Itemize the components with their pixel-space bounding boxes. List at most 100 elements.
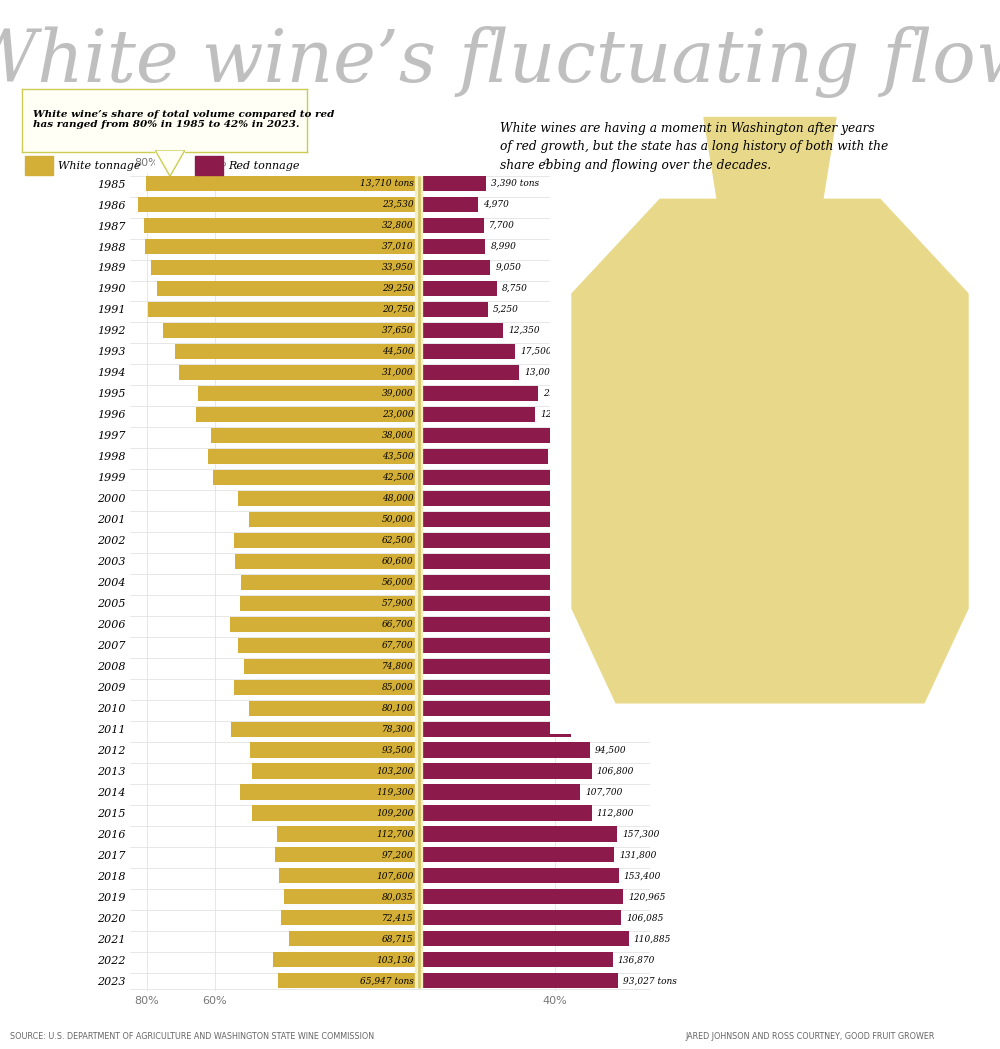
Text: 120,965: 120,965: [629, 893, 666, 901]
Text: 52,500: 52,500: [579, 536, 611, 544]
Text: 8,990: 8,990: [490, 242, 516, 251]
Bar: [419, 827, 617, 841]
Text: 52,100: 52,100: [585, 599, 617, 607]
Text: JARED JOHNSON AND ROSS COURTNEY, GOOD FRUIT GROWER: JARED JOHNSON AND ROSS COURTNEY, GOOD FR…: [685, 1031, 934, 1041]
Text: 72,415: 72,415: [382, 914, 414, 922]
Text: 5,250: 5,250: [493, 305, 518, 314]
Bar: [157, 281, 419, 296]
Text: 43,500: 43,500: [382, 452, 414, 461]
Bar: [278, 973, 419, 988]
Bar: [144, 218, 419, 233]
Text: 107,700: 107,700: [585, 788, 623, 796]
Text: 42,000: 42,000: [583, 494, 614, 502]
Bar: [419, 785, 580, 799]
Text: 3,390 tons: 3,390 tons: [491, 179, 539, 188]
Text: 110,885: 110,885: [634, 935, 671, 943]
Text: 153,400: 153,400: [624, 872, 661, 880]
Bar: [151, 260, 419, 275]
Polygon shape: [704, 117, 836, 199]
Bar: [175, 344, 419, 359]
Bar: [419, 973, 618, 988]
Bar: [249, 701, 419, 715]
Text: 59,300: 59,300: [583, 641, 614, 649]
Bar: [419, 680, 574, 694]
Bar: [419, 533, 574, 548]
Text: 12,000: 12,000: [541, 410, 572, 419]
Bar: [230, 617, 419, 631]
Text: 70,200: 70,200: [589, 662, 620, 670]
Bar: [419, 428, 550, 443]
Bar: [148, 302, 419, 317]
Text: 50,000: 50,000: [594, 515, 626, 523]
Bar: [240, 596, 419, 611]
Text: 119,300: 119,300: [376, 788, 414, 796]
Text: 80,100: 80,100: [382, 704, 414, 712]
Bar: [281, 911, 419, 925]
Bar: [419, 302, 488, 317]
Text: 13,000: 13,000: [524, 368, 556, 377]
Text: 20,750: 20,750: [382, 305, 414, 314]
Text: 85,000: 85,000: [382, 683, 414, 691]
Text: 24,000: 24,000: [556, 431, 587, 440]
Text: White tonnage: White tonnage: [58, 160, 140, 171]
Text: 51,000: 51,000: [586, 578, 618, 586]
Bar: [179, 365, 419, 380]
Text: 44,500: 44,500: [382, 347, 414, 356]
Text: 21,000: 21,000: [543, 389, 575, 398]
Bar: [235, 554, 419, 569]
Text: 42,500: 42,500: [382, 473, 414, 481]
Bar: [238, 638, 419, 652]
Polygon shape: [572, 199, 968, 703]
Bar: [419, 323, 503, 338]
Text: 157,300: 157,300: [622, 830, 659, 838]
Text: 93,500: 93,500: [382, 746, 414, 754]
Bar: [138, 197, 419, 212]
Bar: [146, 176, 419, 191]
Text: 103,200: 103,200: [376, 767, 414, 775]
Bar: [213, 470, 419, 485]
Text: 53,300: 53,300: [575, 620, 607, 628]
Bar: [419, 407, 535, 422]
Text: 106,085: 106,085: [626, 914, 663, 922]
Polygon shape: [155, 150, 185, 176]
Bar: [284, 890, 419, 904]
Bar: [419, 176, 486, 191]
Bar: [419, 365, 519, 380]
Text: 112,800: 112,800: [597, 809, 634, 817]
Text: 48,000: 48,000: [382, 494, 414, 502]
Text: 103,130: 103,130: [376, 956, 414, 964]
Bar: [419, 848, 614, 862]
Bar: [419, 638, 578, 652]
Text: 13,710 tons: 13,710 tons: [360, 179, 414, 188]
Text: 94,500: 94,500: [595, 746, 626, 754]
Bar: [419, 239, 485, 254]
Bar: [234, 533, 419, 548]
Bar: [249, 512, 419, 527]
Text: 57,900: 57,900: [382, 599, 414, 607]
Bar: [419, 449, 548, 464]
Text: 62,500: 62,500: [382, 536, 414, 544]
Text: 66,700: 66,700: [382, 620, 414, 628]
Text: 23,000: 23,000: [382, 410, 414, 419]
Bar: [279, 869, 419, 883]
Bar: [419, 596, 580, 611]
Bar: [419, 932, 629, 946]
Text: 23,530: 23,530: [382, 200, 414, 209]
Text: 37,010: 37,010: [382, 242, 414, 251]
Text: 74,800: 74,800: [382, 662, 414, 670]
Text: 56,000: 56,000: [382, 578, 414, 586]
Text: 33,950: 33,950: [382, 263, 414, 272]
Text: 80,035: 80,035: [382, 893, 414, 901]
Text: 60,600: 60,600: [382, 557, 414, 565]
Text: 4,970: 4,970: [483, 200, 509, 209]
Bar: [419, 806, 592, 820]
Bar: [419, 890, 623, 904]
Text: 68,715: 68,715: [382, 935, 414, 943]
Bar: [240, 785, 419, 799]
Text: 107,600: 107,600: [376, 872, 414, 880]
Text: 97,200: 97,200: [382, 851, 414, 859]
Bar: [419, 701, 589, 715]
Text: SOURCE: U.S. DEPARTMENT OF AGRICULTURE AND WASHINGTON STATE WINE COMMISSION: SOURCE: U.S. DEPARTMENT OF AGRICULTURE A…: [10, 1031, 374, 1041]
Bar: [419, 764, 592, 778]
Text: 50,000: 50,000: [382, 515, 414, 523]
